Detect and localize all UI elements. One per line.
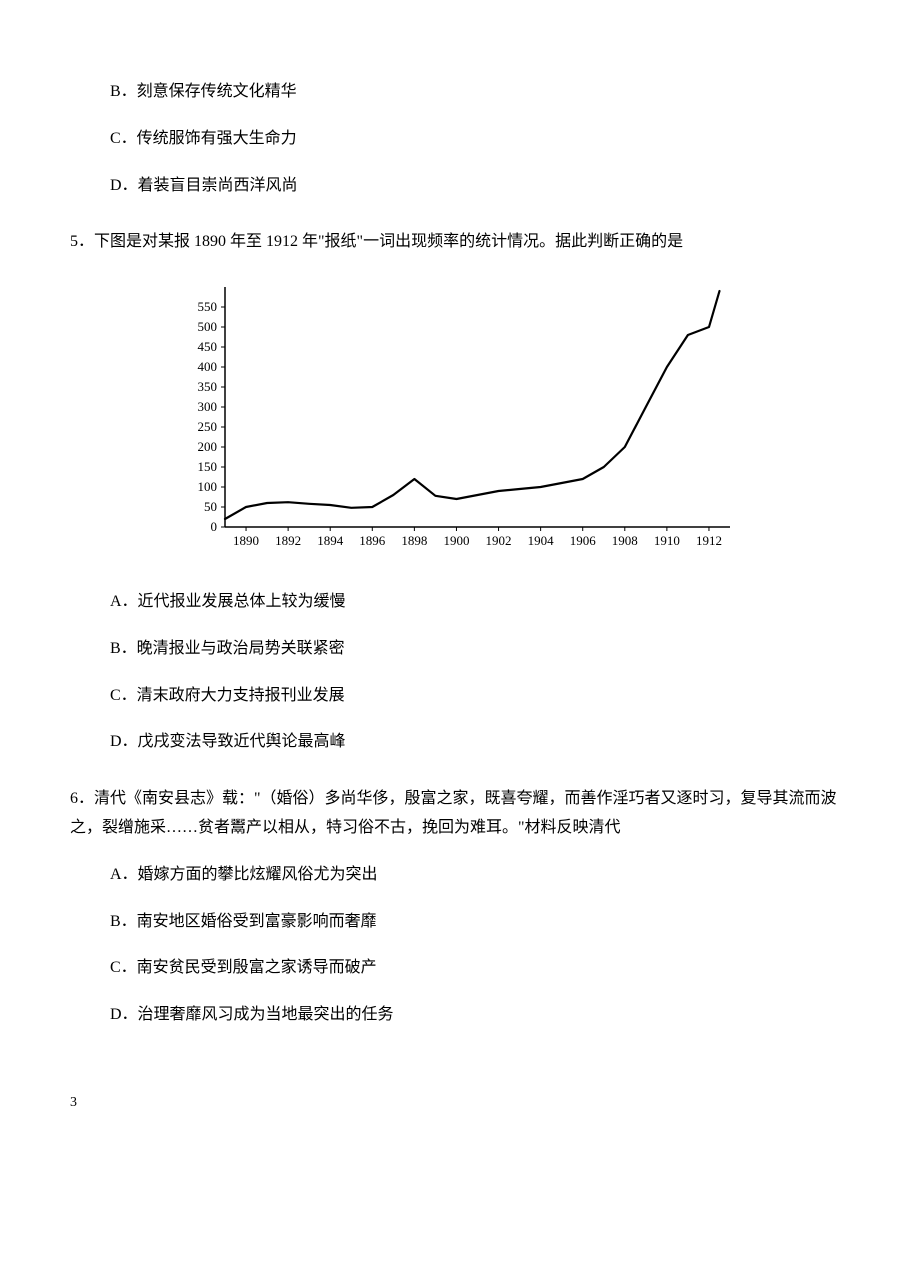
q5-option-b: B．晚清报业与政治局势关联紧密 [110, 635, 850, 664]
q5-stem: 5．下图是对某报 1890 年至 1912 年"报纸"一词出现频率的统计情况。据… [70, 228, 850, 257]
svg-text:350: 350 [198, 379, 218, 394]
svg-text:1904: 1904 [528, 533, 555, 548]
svg-text:1906: 1906 [570, 533, 597, 548]
chart-svg: 0 50 100 150 200 250 300 350 400 450 500 550 1890 189… [170, 277, 750, 557]
svg-text:1894: 1894 [317, 533, 344, 548]
q6-option-d: D．治理奢靡风习成为当地最突出的任务 [110, 1001, 850, 1030]
svg-text:400: 400 [198, 359, 218, 374]
q5-option-a: A．近代报业发展总体上较为缓慢 [110, 588, 850, 617]
q6-option-b: B．南安地区婚俗受到富豪影响而奢靡 [110, 908, 850, 937]
svg-text:200: 200 [198, 439, 218, 454]
svg-text:550: 550 [198, 299, 218, 314]
page-number: 3 [70, 1090, 850, 1115]
frequency-chart: 0 50 100 150 200 250 300 350 400 450 500 550 1890 189… [170, 277, 850, 568]
svg-text:150: 150 [198, 459, 218, 474]
svg-text:500: 500 [198, 319, 218, 334]
svg-text:1890: 1890 [233, 533, 259, 548]
q6-stem: 6．清代《南安县志》载："（婚俗）多尚华侈，殷富之家，既喜夸耀，而善作淫巧者又逐… [70, 785, 850, 843]
q5-option-d: D．戊戌变法导致近代舆论最高峰 [110, 728, 850, 757]
svg-text:1900: 1900 [443, 533, 469, 548]
svg-text:300: 300 [198, 399, 218, 414]
svg-text:50: 50 [204, 499, 217, 514]
svg-text:1912: 1912 [696, 533, 722, 548]
q4-option-b: B．刻意保存传统文化精华 [110, 78, 850, 107]
svg-text:450: 450 [198, 339, 218, 354]
q5-option-c: C．清末政府大力支持报刊业发展 [110, 682, 850, 711]
svg-text:1910: 1910 [654, 533, 680, 548]
svg-text:1892: 1892 [275, 533, 301, 548]
svg-text:1896: 1896 [359, 533, 386, 548]
q6-option-c: C．南安贫民受到殷富之家诱导而破产 [110, 954, 850, 983]
svg-text:100: 100 [198, 479, 218, 494]
svg-text:1908: 1908 [612, 533, 638, 548]
svg-text:1902: 1902 [486, 533, 512, 548]
q6-option-a: A．婚嫁方面的攀比炫耀风俗尤为突出 [110, 861, 850, 890]
svg-text:1898: 1898 [401, 533, 427, 548]
svg-text:0: 0 [211, 519, 218, 534]
q4-option-d: D．着装盲目崇尚西洋风尚 [110, 172, 850, 201]
svg-text:250: 250 [198, 419, 218, 434]
q4-option-c: C．传统服饰有强大生命力 [110, 125, 850, 154]
